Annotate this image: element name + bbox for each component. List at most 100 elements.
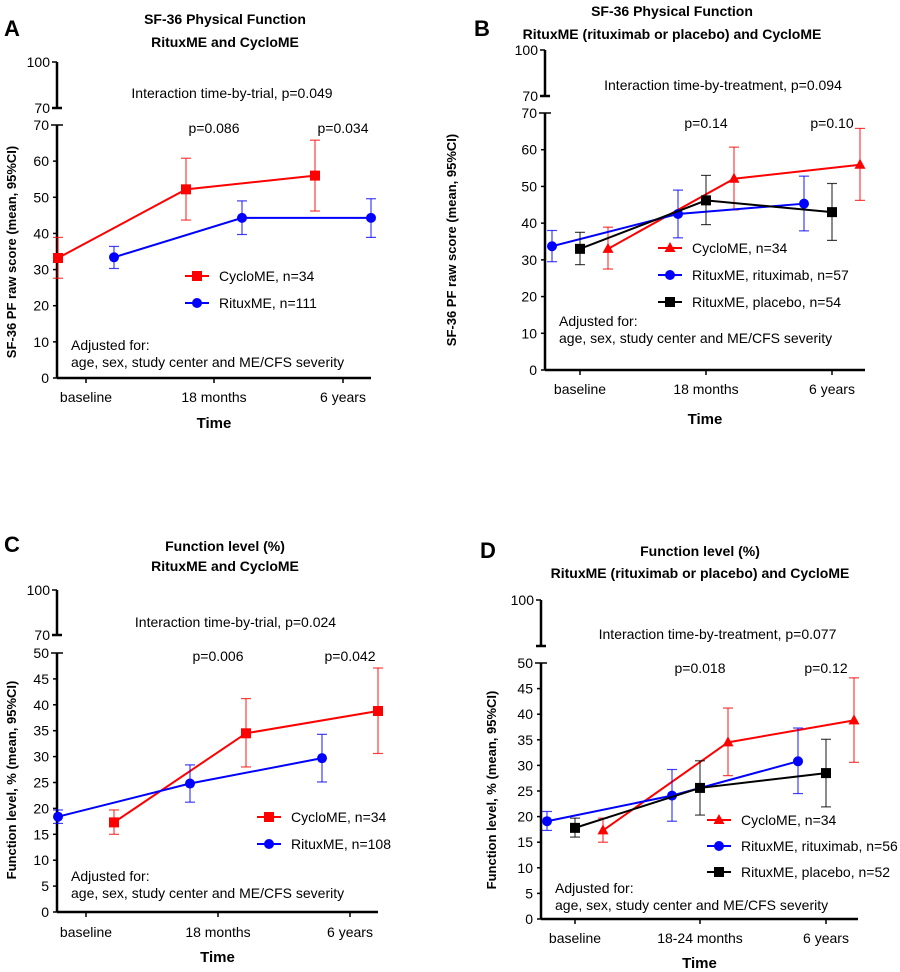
y-tick-label: 40	[521, 215, 537, 231]
y-tick-label: 20	[521, 289, 537, 305]
x-tick-label: 18 months	[185, 924, 250, 940]
y-axis-label: SF-36 PF raw score (mean, 95%CI)	[4, 146, 19, 358]
legend-label: RituxME, n=111	[219, 295, 317, 311]
data-point	[728, 172, 740, 183]
legend-marker	[664, 242, 676, 252]
data-point	[722, 736, 734, 747]
x-tick-label: 18 months	[181, 389, 246, 405]
legend-marker	[264, 812, 274, 822]
data-point	[799, 198, 809, 209]
x-tick-label: 6 years	[803, 930, 849, 946]
x-tick-label: baseline	[60, 924, 112, 940]
data-point	[241, 728, 251, 739]
data-point	[821, 768, 831, 779]
x-tick-label: 18-24 months	[657, 930, 743, 946]
data-point	[317, 753, 327, 764]
p-value-label: p=0.034	[318, 120, 369, 136]
data-point	[109, 252, 119, 263]
p-value-label: p=0.10	[810, 115, 853, 131]
adjusted-note: age, sex, study center and ME/CFS severi…	[71, 354, 344, 370]
y-tick-label: 5	[41, 878, 49, 894]
legend-marker	[264, 839, 274, 849]
y-tick-label: 40	[517, 706, 533, 722]
chart-title: RituxME (rituximab or placebo) and Cyclo…	[551, 565, 850, 581]
legend-marker	[713, 814, 725, 824]
y-tick-label: 50	[521, 178, 537, 194]
series-red	[602, 127, 866, 270]
panel-letter: D	[480, 538, 496, 563]
x-tick-label: 18 months	[673, 381, 738, 397]
x-tick-label: 6 years	[809, 381, 855, 397]
p-value-label: p=0.14	[684, 115, 727, 131]
series-blue	[109, 198, 376, 270]
y-tick-label: 0	[41, 904, 49, 920]
data-point	[602, 242, 614, 253]
legend-marker	[714, 867, 724, 877]
y-tick-label: 100	[27, 54, 51, 70]
panel-a: A SF-36 Physical Function RituxME and Cycl…	[4, 11, 376, 432]
y-tick-label: 50	[33, 189, 49, 205]
data-point	[53, 253, 63, 264]
y-tick-label: 20	[33, 298, 49, 314]
x-tick-label: 6 years	[327, 924, 373, 940]
x-axis-label: Time	[200, 949, 235, 966]
y-tick-label: 70	[34, 100, 50, 116]
y-tick-label: 20	[33, 800, 49, 816]
y-tick-label: 0	[529, 362, 537, 378]
legend-marker	[665, 270, 675, 280]
legend-label: RituxME, placebo, n=54	[692, 294, 841, 310]
interaction-annotation: Interaction time-by-treatment, p=0.077	[599, 626, 837, 642]
adjusted-note: Adjusted for:	[555, 880, 634, 896]
chart-title: Function level (%)	[640, 543, 760, 559]
y-tick-label: 100	[515, 42, 539, 58]
data-point	[366, 212, 376, 223]
y-tick-label: 25	[517, 783, 533, 799]
legend-label: RituxME, rituximab, n=57	[692, 267, 849, 283]
data-point	[109, 817, 119, 828]
y-tick-label: 15	[517, 834, 533, 850]
legend-marker	[665, 297, 675, 307]
chart-title: Function level (%)	[165, 538, 285, 554]
adjusted-note: age, sex, study center and ME/CFS severi…	[71, 885, 344, 901]
series-black	[575, 174, 837, 266]
adjusted-note: Adjusted for:	[71, 337, 150, 353]
p-value-label: p=0.12	[804, 660, 847, 676]
y-tick-label: 30	[521, 252, 537, 268]
legend-label: RituxME, n=108	[291, 836, 391, 852]
y-axis-label: Function level, % (mean, 95%CI)	[484, 691, 499, 890]
p-value-label: p=0.042	[325, 648, 376, 664]
chart-title: RituxME and CycloME	[151, 34, 299, 50]
y-tick-label: 40	[33, 697, 49, 713]
y-tick-label: 70	[521, 105, 537, 121]
chart-title: RituxME (rituximab or placebo) and Cyclo…	[523, 26, 822, 42]
data-point	[373, 706, 383, 717]
data-point	[854, 158, 866, 169]
series-blue	[53, 733, 327, 825]
legend-label: RituxME, rituximab, n=56	[741, 838, 898, 854]
y-tick-label: 5	[525, 885, 533, 901]
x-tick-label: 6 years	[320, 389, 366, 405]
y-tick-label: 40	[33, 225, 49, 241]
data-point	[575, 243, 585, 254]
y-tick-label: 45	[33, 671, 49, 687]
y-tick-label: 70	[33, 117, 49, 133]
y-tick-label: 60	[521, 142, 537, 158]
x-tick-label: baseline	[60, 389, 112, 405]
panel-letter: A	[4, 16, 20, 41]
data-point	[848, 714, 860, 725]
y-tick-label: 50	[517, 655, 533, 671]
y-tick-label: 30	[33, 749, 49, 765]
y-tick-label: 35	[33, 723, 49, 739]
y-tick-label: 10	[33, 334, 49, 350]
data-point	[237, 212, 247, 223]
y-tick-label: 30	[33, 262, 49, 278]
legend-label: RituxME, placebo, n=52	[741, 864, 890, 880]
panel-d: D Function level (%) RituxME (rituximab or…	[480, 538, 898, 972]
panel-b: B SF-36 Physical Function RituxME (rituxim…	[444, 3, 866, 428]
y-tick-label: 60	[33, 153, 49, 169]
y-tick-label: 10	[517, 860, 533, 876]
y-tick-label: 10	[33, 852, 49, 868]
y-tick-label: 30	[517, 757, 533, 773]
adjusted-note: age, sex, study center and ME/CFS severi…	[559, 330, 832, 346]
